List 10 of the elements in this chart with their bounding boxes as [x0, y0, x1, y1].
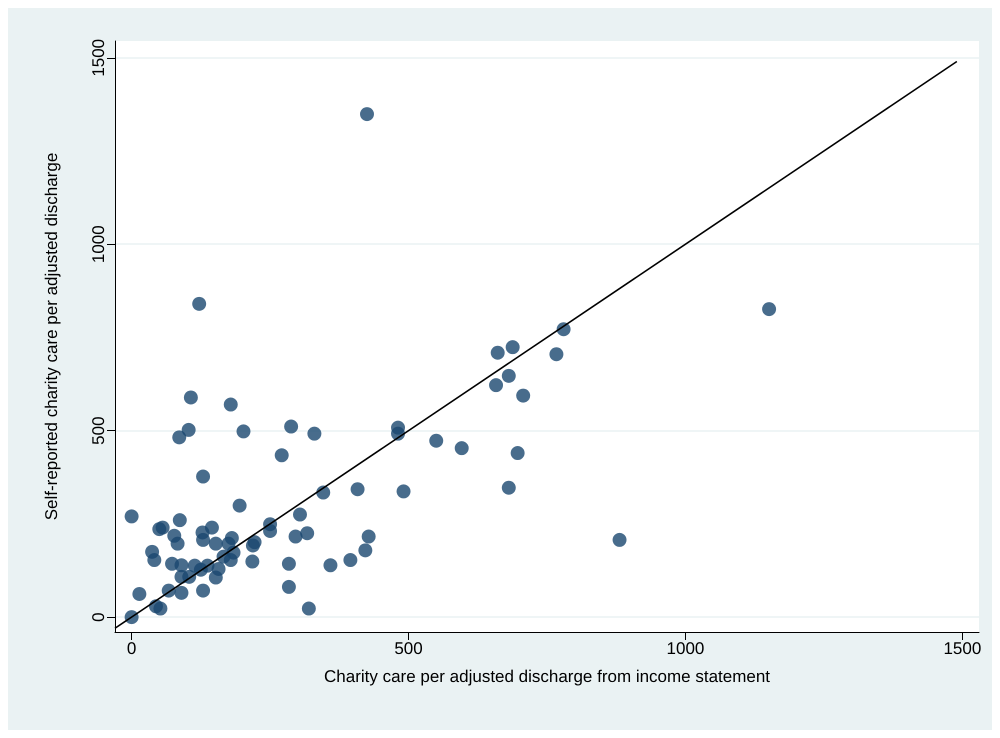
y-tick-label: 1000	[89, 225, 108, 264]
y-axis-title: Self-reported charity care per adjusted discharge	[42, 152, 61, 520]
x-axis-title: Charity care per adjusted discharge from income statement	[324, 667, 770, 686]
y-tick-label: 1500	[89, 38, 108, 77]
y-tick-label: 0	[89, 612, 108, 622]
x-tick-label: 0	[126, 639, 136, 658]
x-tick-label: 1500	[943, 639, 982, 658]
y-tick-label: 500	[89, 416, 108, 445]
x-tick-label: 1000	[666, 639, 704, 658]
x-tick-label: 500	[394, 639, 423, 658]
